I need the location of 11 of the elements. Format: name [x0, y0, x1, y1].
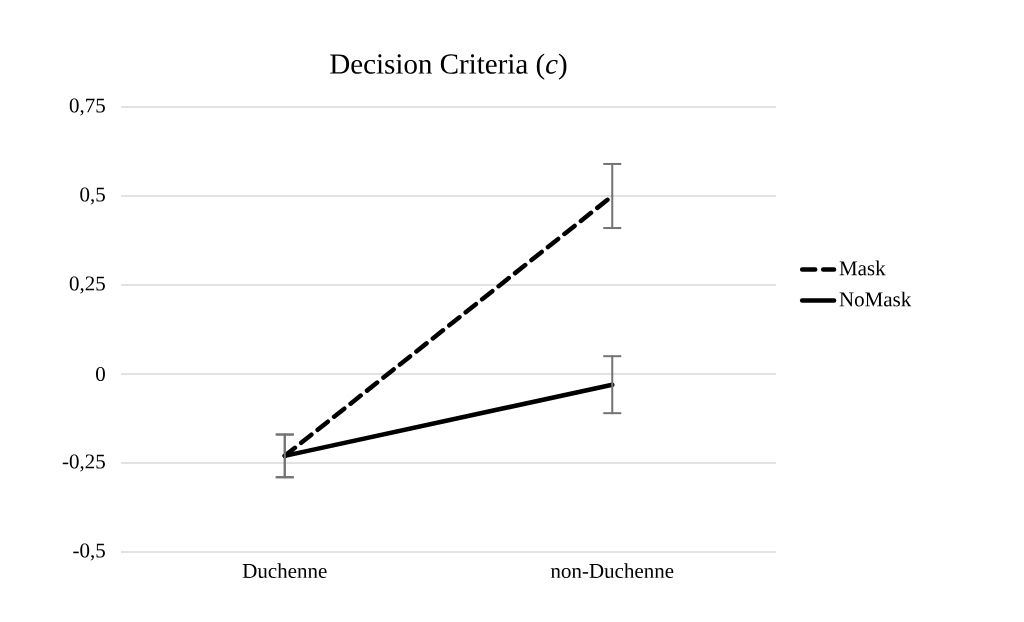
x-tick-label: Duchenne: [242, 563, 327, 579]
y-tick-label: 0,25: [69, 276, 105, 294]
y-tick-label: 0: [96, 366, 105, 382]
legend-label: NoMask: [839, 291, 912, 307]
chart-title: Decision Criteria (c): [330, 53, 567, 80]
y-tick-label: 0,5: [80, 187, 105, 205]
y-tick-label: 0,75: [69, 98, 105, 116]
y-tick-label: -0,5: [73, 543, 105, 561]
legend-label: Mask: [839, 260, 886, 276]
x-tick-label: non-Duchenne: [550, 563, 674, 579]
y-tick-label: -0,25: [62, 454, 105, 472]
